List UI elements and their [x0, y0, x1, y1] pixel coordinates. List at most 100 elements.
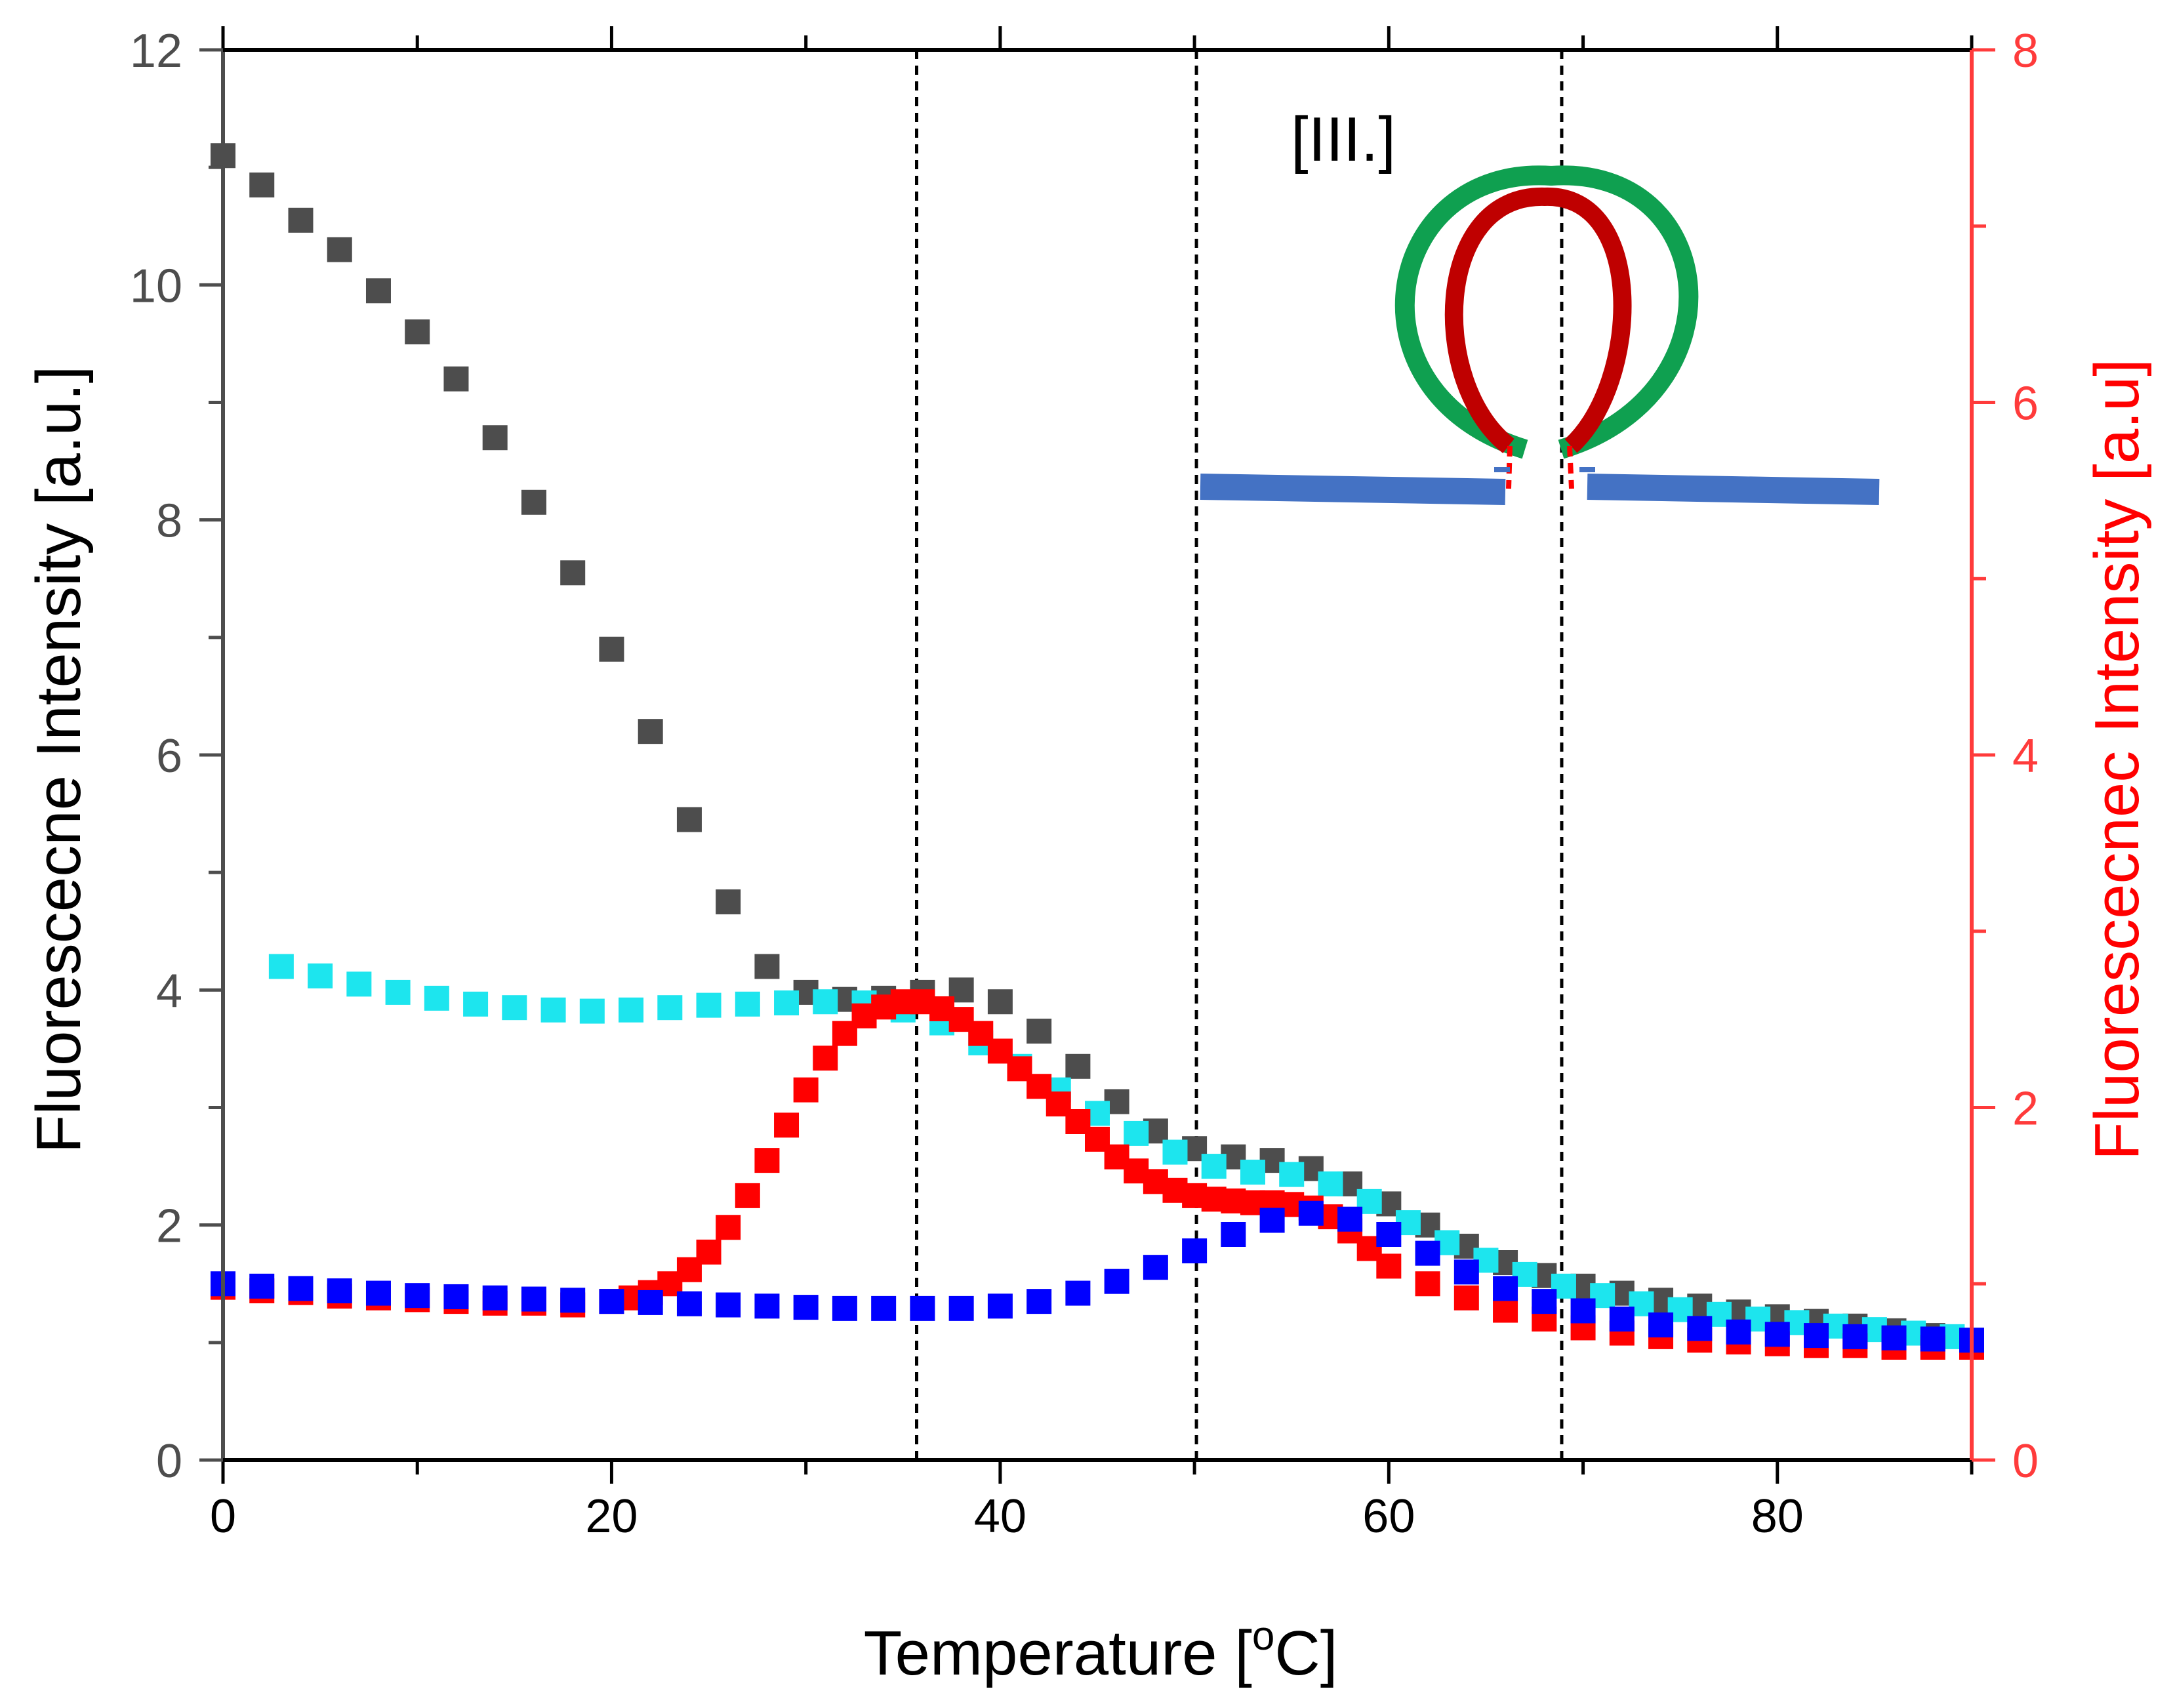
point-red [696, 1239, 722, 1265]
y-axis-title: Fluorescecne Intensity [a.u.] [24, 366, 94, 1154]
point-blue [1493, 1276, 1518, 1301]
y-tick-label: 12 [130, 25, 182, 77]
point-blue [871, 1295, 897, 1321]
point-cyan [463, 991, 489, 1017]
point-blue [793, 1295, 819, 1320]
point-blue [1804, 1323, 1829, 1349]
point-blue [1065, 1280, 1091, 1306]
point-red [735, 1183, 760, 1208]
red-loop [1444, 187, 1632, 454]
point-blue [521, 1286, 546, 1312]
point-cyan [1279, 1162, 1305, 1187]
x-tick-label: 80 [1751, 1490, 1804, 1543]
point-black [443, 366, 469, 392]
point-blue [1648, 1312, 1674, 1337]
point-black [249, 173, 275, 198]
point-blue [405, 1283, 430, 1309]
point-blue [1415, 1240, 1440, 1266]
point-red [1493, 1297, 1518, 1323]
x-axis-title-sup: o [1252, 1614, 1274, 1659]
point-blue [249, 1273, 275, 1299]
series-blue [211, 1200, 1984, 1353]
point-blue [716, 1292, 741, 1318]
x-tick-label: 60 [1362, 1490, 1415, 1543]
y-tick-label: 8 [156, 495, 182, 548]
point-blue [1764, 1322, 1790, 1347]
point-black [1027, 1019, 1052, 1044]
y2-tick-label: 4 [2012, 730, 2039, 783]
data-series [211, 143, 1984, 1360]
point-cyan [813, 989, 838, 1015]
point-black [405, 319, 430, 344]
y2-tick-label: 6 [2012, 378, 2039, 430]
point-black [638, 719, 663, 744]
point-cyan [502, 995, 527, 1021]
point-black [560, 560, 586, 586]
y2-tick-label: 2 [2012, 1083, 2039, 1135]
point-blue [1570, 1298, 1596, 1324]
point-cyan [579, 998, 605, 1024]
point-blue [832, 1295, 857, 1321]
point-blue [987, 1293, 1013, 1319]
point-cyan [268, 954, 294, 979]
y-tick-label: 0 [156, 1435, 182, 1488]
point-cyan [1124, 1120, 1149, 1146]
point-blue [288, 1276, 314, 1301]
point-blue [1376, 1222, 1402, 1247]
point-black [987, 989, 1013, 1015]
point-cyan [1201, 1154, 1227, 1179]
point-blue [638, 1290, 663, 1315]
y2-tick-label: 8 [2012, 25, 2039, 77]
right-red-stem [1567, 445, 1574, 489]
y-tick-label: 4 [156, 965, 182, 1017]
point-cyan [735, 991, 760, 1017]
point-blue [1609, 1307, 1635, 1332]
point-blue [1453, 1259, 1479, 1285]
point-blue [1726, 1319, 1751, 1345]
point-black [754, 954, 780, 979]
point-cyan [774, 990, 800, 1016]
y-tick-label: 10 [130, 260, 182, 312]
point-black [521, 489, 546, 515]
point-blue [1532, 1289, 1557, 1314]
point-red [1453, 1285, 1479, 1311]
point-blue [1298, 1200, 1324, 1226]
point-cyan [1240, 1160, 1265, 1185]
point-black [327, 237, 352, 262]
point-blue [1337, 1206, 1363, 1232]
point-blue [676, 1291, 702, 1316]
point-blue [1221, 1222, 1246, 1247]
point-blue [327, 1278, 352, 1303]
point-red [774, 1112, 800, 1138]
panel-label: [III.] [1291, 104, 1396, 174]
point-blue [754, 1293, 780, 1319]
axes: 0 20 40 60 80 0 2 4 6 8 10 12 0 2 4 6 8 [130, 25, 2039, 1543]
point-red [754, 1148, 780, 1173]
point-blue [560, 1288, 586, 1313]
point-cyan [696, 992, 722, 1018]
point-blue [365, 1280, 391, 1306]
x-axis-title: Temperature [oC] [864, 1614, 1338, 1688]
point-red [716, 1215, 741, 1240]
point-cyan [657, 995, 683, 1021]
point-red [1415, 1271, 1440, 1297]
point-cyan [1162, 1139, 1188, 1165]
x-tick-label: 0 [210, 1490, 236, 1543]
point-black [716, 889, 741, 914]
x-tick-label: 40 [974, 1490, 1027, 1543]
point-blue [443, 1284, 469, 1309]
point-blue [1920, 1326, 1945, 1352]
point-cyan [540, 997, 566, 1023]
point-cyan [346, 971, 372, 997]
point-blue [1182, 1238, 1208, 1264]
dna-schematic-inset [1200, 165, 1880, 505]
y2-tick-label: 0 [2012, 1435, 2039, 1488]
point-cyan [308, 963, 333, 988]
series-black [211, 143, 1984, 1353]
y2-axis-title: Fluorescecnec Intensity [a.u] [2082, 359, 2152, 1160]
point-cyan [424, 985, 449, 1011]
point-black [365, 278, 391, 304]
point-blue [1259, 1208, 1285, 1233]
point-black [482, 425, 508, 451]
y-tick-label: 2 [156, 1200, 182, 1253]
